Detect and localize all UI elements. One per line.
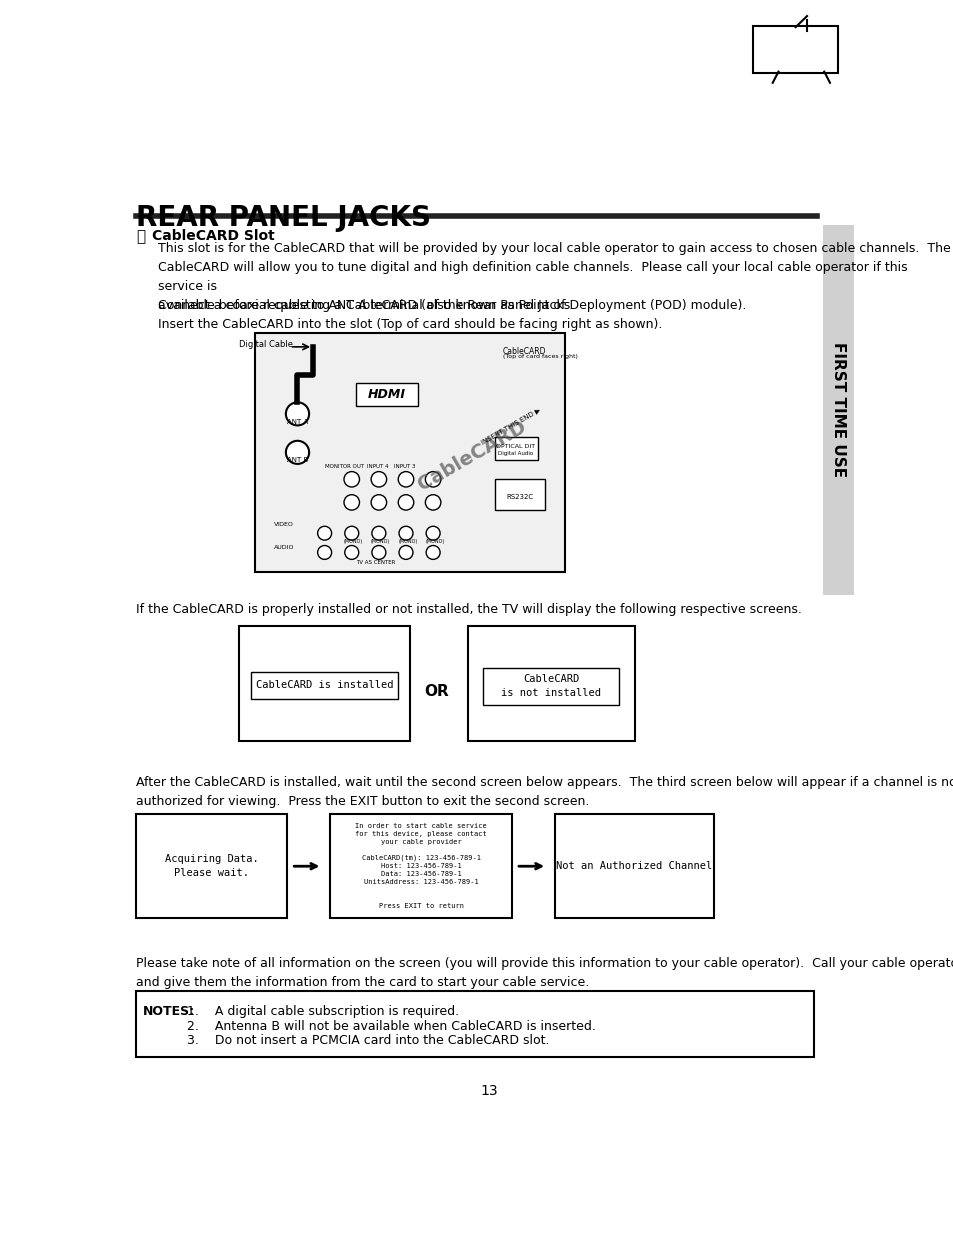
Text: 1.    A digital cable subscription is required.: 1. A digital cable subscription is requi…	[187, 1005, 458, 1018]
Text: 13: 13	[479, 1084, 497, 1098]
Circle shape	[426, 546, 439, 559]
Text: RS232C: RS232C	[506, 494, 533, 499]
Text: CableCARD
is not installed: CableCARD is not installed	[500, 674, 600, 699]
Bar	[330, 814, 512, 918]
Text: CableCARD Slot: CableCARD Slot	[152, 228, 274, 243]
Text: 2.    Antenna B will not be available when CableCARD is inserted.: 2. Antenna B will not be available when …	[187, 1020, 595, 1032]
Circle shape	[398, 526, 413, 540]
Text: NOTES:: NOTES:	[142, 1005, 194, 1018]
Circle shape	[344, 472, 359, 487]
Circle shape	[397, 472, 414, 487]
Text: ⒳: ⒳	[136, 228, 145, 245]
Text: TV AS CENTER: TV AS CENTER	[355, 559, 395, 564]
Bar	[495, 479, 545, 510]
Bar	[495, 437, 537, 461]
Text: AUDIO: AUDIO	[274, 545, 294, 550]
Bar	[254, 333, 564, 572]
Bar	[355, 383, 417, 406]
Circle shape	[372, 546, 385, 559]
Bar	[555, 814, 713, 918]
Text: 3.    Do not insert a PCMCIA card into the CableCARD slot.: 3. Do not insert a PCMCIA card into the …	[187, 1035, 549, 1047]
Text: Digital Audio: Digital Audio	[497, 451, 533, 456]
Circle shape	[344, 526, 358, 540]
Text: CableCARD is installed: CableCARD is installed	[255, 680, 393, 690]
Bar	[136, 992, 814, 1057]
Text: FIRST TIME USE: FIRST TIME USE	[830, 342, 845, 478]
Text: Not an Authorized Channel: Not an Authorized Channel	[556, 861, 712, 871]
Text: (MONO): (MONO)	[397, 540, 417, 545]
Circle shape	[398, 546, 413, 559]
Circle shape	[371, 472, 386, 487]
Text: HDMI: HDMI	[367, 388, 405, 401]
Circle shape	[425, 472, 440, 487]
Circle shape	[317, 546, 332, 559]
Circle shape	[344, 495, 359, 510]
Text: Connect a coaxial cable to ANT A terminal of the Rear Panel Jacks.
Insert the Ca: Connect a coaxial cable to ANT A termina…	[158, 299, 661, 331]
Text: INPUT 3: INPUT 3	[394, 464, 416, 469]
Text: INPUT 4: INPUT 4	[367, 464, 388, 469]
Text: This slot is for the CableCARD that will be provided by your local cable operato: This slot is for the CableCARD that will…	[158, 242, 950, 312]
Text: OR: OR	[424, 683, 449, 699]
Bar	[468, 626, 634, 741]
Circle shape	[317, 526, 332, 540]
Text: ANT B: ANT B	[287, 457, 308, 463]
Text: REAR PANEL JACKS: REAR PANEL JACKS	[136, 204, 431, 232]
Circle shape	[344, 546, 358, 559]
Circle shape	[286, 403, 309, 425]
Text: ANT A: ANT A	[287, 419, 308, 425]
Text: Please take note of all information on the screen (you will provide this informa: Please take note of all information on t…	[136, 957, 953, 989]
Bar	[483, 668, 618, 705]
Circle shape	[286, 441, 309, 464]
Bar	[251, 672, 397, 699]
FancyBboxPatch shape	[753, 26, 837, 73]
Circle shape	[426, 526, 439, 540]
Text: VIDEO: VIDEO	[274, 521, 294, 526]
Text: If the CableCARD is properly installed or not installed, the TV will display the: If the CableCARD is properly installed o…	[136, 603, 801, 615]
Text: After the CableCARD is installed, wait until the second screen below appears.  T: After the CableCARD is installed, wait u…	[136, 776, 953, 808]
Text: INSERT THIS END ▶: INSERT THIS END ▶	[479, 406, 540, 445]
Text: MONITOR OUT: MONITOR OUT	[324, 464, 363, 469]
Text: CableCARD: CableCARD	[414, 417, 529, 495]
Text: (MONO): (MONO)	[425, 540, 444, 545]
Text: (MONO): (MONO)	[371, 540, 390, 545]
Text: (MONO): (MONO)	[344, 540, 363, 545]
Text: Acquiring Data.
Please wait.: Acquiring Data. Please wait.	[165, 855, 258, 878]
Text: Digital Cable: Digital Cable	[239, 340, 294, 350]
Text: OPTICAL DIT: OPTICAL DIT	[496, 445, 535, 450]
Text: In order to start cable service
for this device, please contact
your cable provi: In order to start cable service for this…	[355, 823, 486, 909]
FancyBboxPatch shape	[822, 225, 853, 595]
Text: (Top of card faces right): (Top of card faces right)	[502, 353, 578, 359]
Circle shape	[425, 495, 440, 510]
Circle shape	[371, 495, 386, 510]
Text: CableCARD: CableCARD	[502, 347, 546, 356]
Circle shape	[372, 526, 385, 540]
Bar	[136, 814, 287, 918]
Bar	[239, 626, 410, 741]
Circle shape	[397, 495, 414, 510]
